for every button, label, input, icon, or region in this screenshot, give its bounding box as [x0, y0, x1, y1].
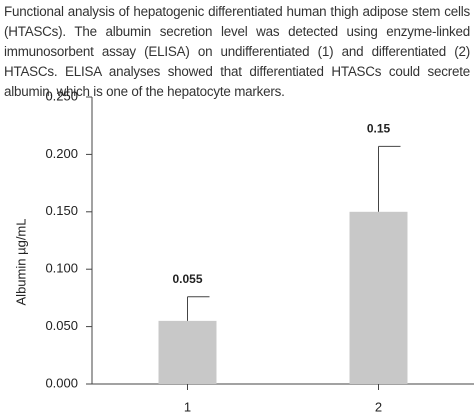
- x-tick-label: 2: [375, 399, 382, 414]
- y-tick-label: 0.200: [45, 146, 78, 161]
- y-tick-label: 0.150: [45, 203, 78, 218]
- y-tick-label: 0.050: [45, 318, 78, 333]
- y-tick-label: 0.250: [45, 88, 78, 103]
- bar: [349, 211, 408, 384]
- value-label: 0.055: [172, 272, 202, 286]
- y-tick-label: 0.100: [45, 261, 78, 276]
- y-axis-label: Albumin µg/mL: [13, 219, 28, 306]
- y-tick-label: 0.000: [45, 375, 78, 390]
- bar: [158, 320, 217, 384]
- x-tick-label: 1: [184, 399, 191, 414]
- value-label: 0.15: [367, 122, 391, 136]
- caption: Functional analysis of hepatogenic diffe…: [4, 4, 470, 99]
